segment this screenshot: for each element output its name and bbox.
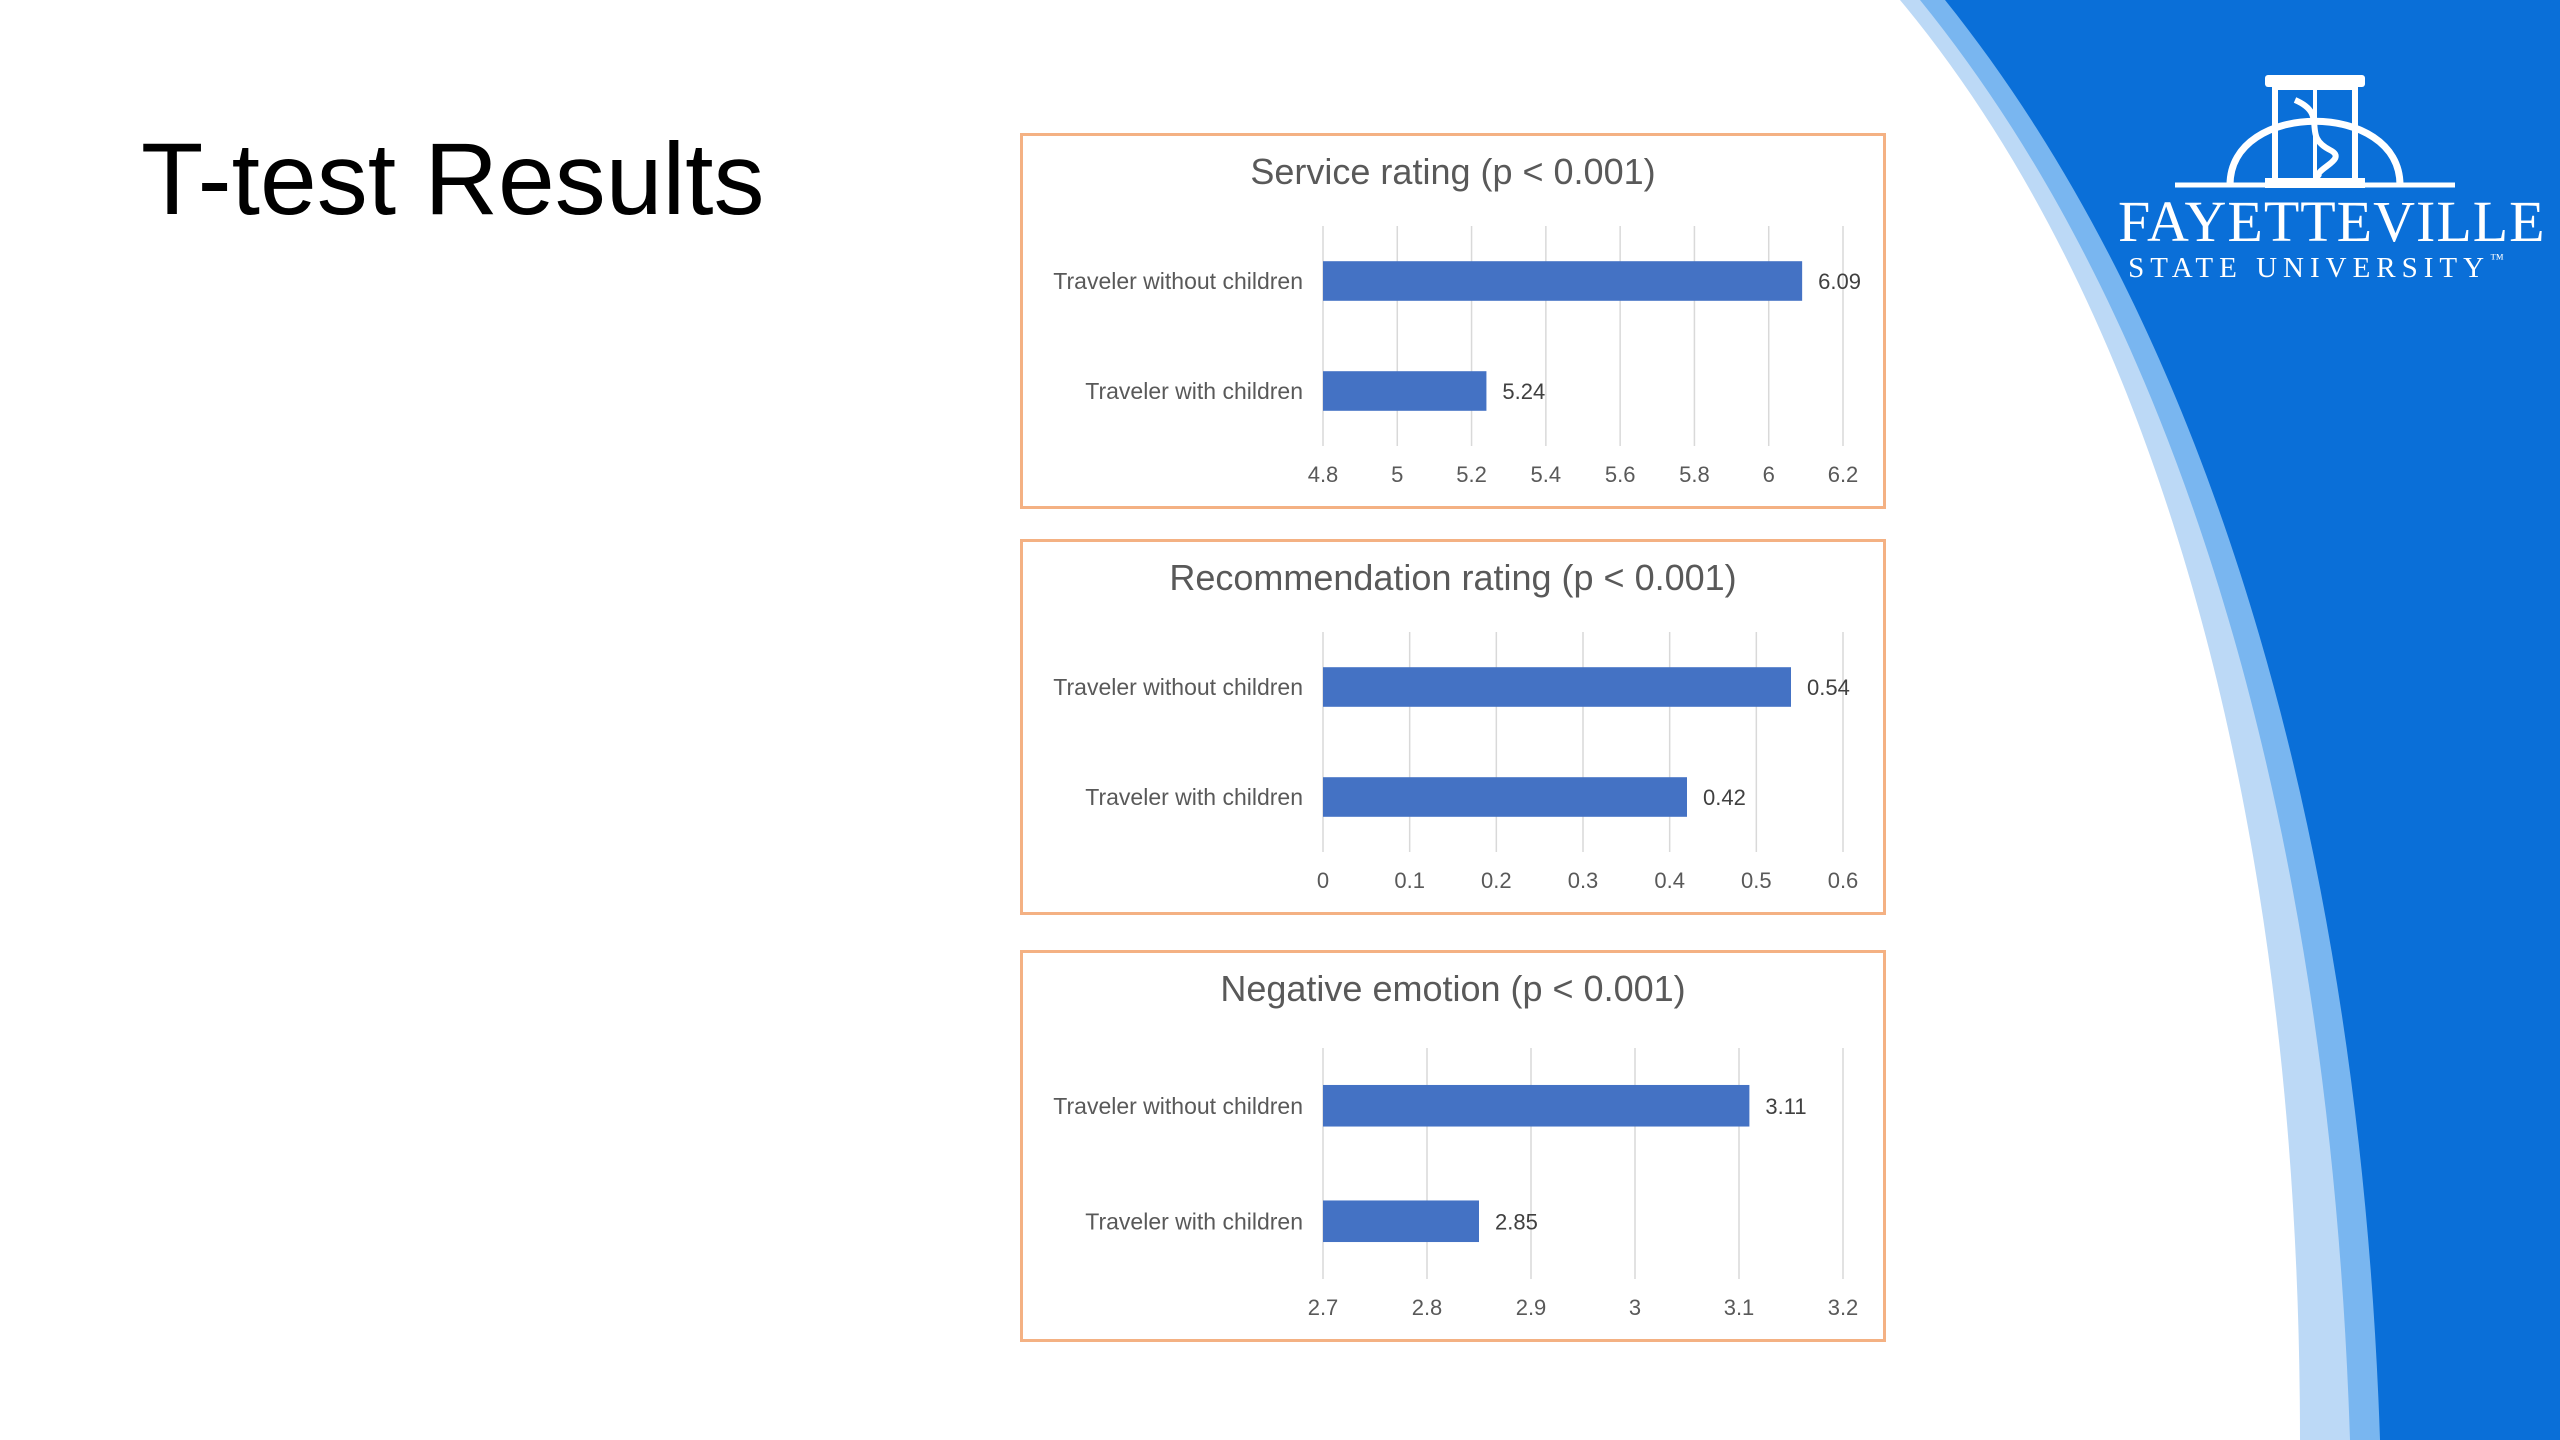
category-label: Traveler without children [1053, 674, 1303, 700]
chart-title: Recommendation rating (p < 0.001) [1169, 557, 1736, 598]
data-label: 3.11 [1765, 1094, 1806, 1119]
chart-svg: Recommendation rating (p < 0.001) 0 0.1 0.2… [1053, 557, 1859, 893]
logo-wordmark: FAYETTEVILLE [2118, 189, 2546, 254]
x-tick-label: 0 [1317, 868, 1329, 893]
x-tick-label: 5.4 [1531, 462, 1562, 487]
bar [1323, 261, 1803, 301]
x-tick-label: 5.6 [1605, 462, 1636, 487]
x-tick-label: 2.9 [1516, 1295, 1547, 1320]
x-tick-label: 4.8 [1308, 462, 1339, 487]
x-tick-label: 3 [1629, 1295, 1641, 1320]
chart-title: Service rating (p < 0.001) [1250, 151, 1655, 192]
x-tick-label: 0.6 [1828, 868, 1859, 893]
x-tick-label: 2.8 [1412, 1295, 1443, 1320]
university-seal-icon [2175, 75, 2455, 188]
data-label: 0.54 [1807, 675, 1850, 700]
data-label: 5.24 [1502, 379, 1545, 404]
x-tick-label: 5 [1391, 462, 1403, 487]
x-tick-label: 3.1 [1724, 1295, 1755, 1320]
data-label: 2.85 [1495, 1209, 1538, 1234]
bar [1323, 1084, 1750, 1127]
blue-panel [1945, 0, 2560, 1440]
x-tick-label: 6.2 [1828, 462, 1859, 487]
x-tick-label: 0.5 [1741, 868, 1772, 893]
x-tick-label: 0.4 [1654, 868, 1685, 893]
bar [1323, 777, 1687, 817]
category-label: Traveler without children [1053, 268, 1303, 294]
bar [1323, 371, 1487, 411]
x-tick-label: 0.3 [1568, 868, 1599, 893]
chart-title: Negative emotion (p < 0.001) [1220, 968, 1685, 1009]
slide-title: T-test Results [141, 122, 765, 236]
trademark-symbol: ™ [2490, 252, 2504, 267]
chart-negative-emotion: Negative emotion (p < 0.001) 2.7 2.8 2.9 3 3.… [1020, 950, 1886, 1342]
chart-svg: Service rating (p < 0.001) 4.8 5 5.2 5.4 5.6 5… [1053, 151, 1861, 487]
data-label: 0.42 [1703, 785, 1746, 810]
x-tick-label: 5.2 [1456, 462, 1487, 487]
category-label: Traveler with children [1085, 378, 1303, 404]
x-tick-label: 0.1 [1394, 868, 1425, 893]
data-label: 6.09 [1818, 269, 1861, 294]
chart-svg: Negative emotion (p < 0.001) 2.7 2.8 2.9 3 3.… [1053, 968, 1859, 1320]
chart-recommendation-rating: Recommendation rating (p < 0.001) 0 0.1 0.2… [1020, 539, 1886, 915]
x-tick-label: 2.7 [1308, 1295, 1339, 1320]
x-tick-label: 5.8 [1679, 462, 1710, 487]
category-label: Traveler without children [1053, 1093, 1303, 1119]
category-label: Traveler with children [1085, 1208, 1303, 1234]
chart-service-rating: Service rating (p < 0.001) 4.8 5 5.2 5.4 5.6 5… [1020, 133, 1886, 509]
bar [1323, 1200, 1479, 1243]
x-tick-label: 0.2 [1481, 868, 1512, 893]
logo-subtitle: STATE UNIVERSITY™ [2128, 252, 2504, 284]
bar [1323, 667, 1791, 707]
category-label: Traveler with children [1085, 784, 1303, 810]
x-tick-label: 6 [1763, 462, 1775, 487]
x-tick-label: 3.2 [1828, 1295, 1859, 1320]
